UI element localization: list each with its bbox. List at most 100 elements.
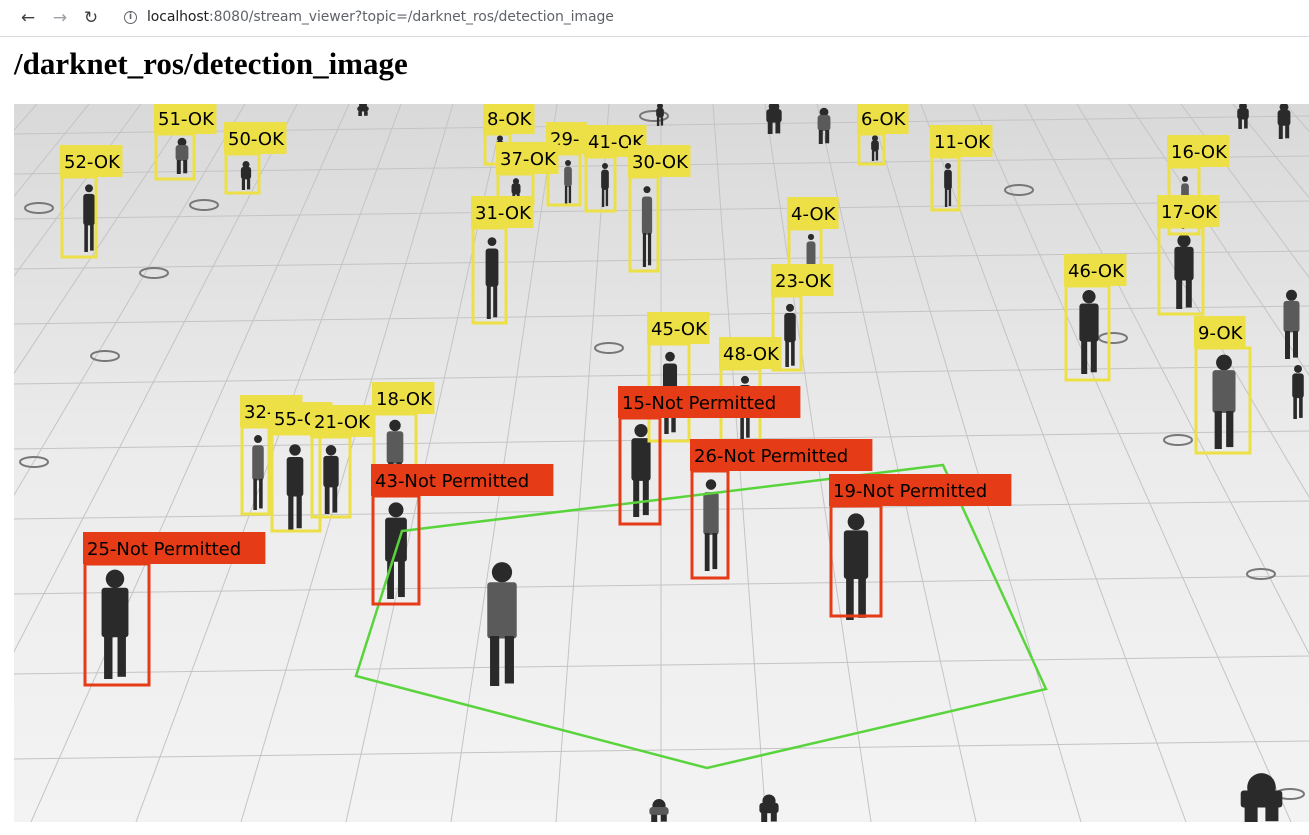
pedestrian bbox=[564, 160, 572, 204]
pedestrian bbox=[1292, 364, 1304, 419]
detection-ok: 52-OK bbox=[60, 145, 123, 259]
forward-button[interactable]: → bbox=[47, 6, 73, 30]
pedestrian bbox=[1283, 289, 1300, 359]
detection-label: 9-OK bbox=[1198, 323, 1244, 344]
detection-label: 30-OK bbox=[632, 152, 689, 173]
label-background bbox=[224, 122, 287, 154]
pedestrian bbox=[1079, 290, 1099, 374]
detection-label: 50-OK bbox=[228, 129, 285, 150]
detection-label: 15-Not Permitted bbox=[622, 393, 776, 414]
pedestrian bbox=[784, 303, 796, 367]
label-background bbox=[787, 197, 839, 229]
pedestrian bbox=[871, 135, 879, 161]
url-path: :8080/stream_viewer?topic=/darknet_ros/d… bbox=[208, 9, 614, 25]
pedestrian bbox=[631, 423, 651, 517]
pedestrian bbox=[101, 569, 129, 679]
arrow-left-icon: ← bbox=[20, 8, 36, 28]
detection-label: 51-OK bbox=[158, 109, 215, 130]
detection-label: 21-OK bbox=[314, 412, 371, 433]
site-info-icon[interactable]: i bbox=[124, 11, 137, 24]
detection-ok: 6-OK bbox=[857, 104, 909, 166]
detection-ok: 31-OK bbox=[471, 196, 534, 325]
back-button[interactable]: ← bbox=[15, 6, 41, 30]
label-background bbox=[1167, 135, 1230, 167]
pedestrian bbox=[485, 237, 499, 319]
label-background bbox=[1194, 316, 1246, 348]
pedestrian bbox=[252, 435, 264, 510]
detection-ok: 30-OK bbox=[628, 145, 691, 273]
detection-label: 37-OK bbox=[500, 149, 557, 170]
detection-label: 4-OK bbox=[791, 204, 837, 225]
pedestrian bbox=[944, 163, 952, 207]
label-background bbox=[471, 196, 534, 228]
pedestrian bbox=[766, 104, 782, 134]
pedestrian bbox=[487, 562, 517, 686]
label-background bbox=[618, 386, 801, 418]
detection-label: 18-OK bbox=[376, 389, 433, 410]
label-background bbox=[372, 382, 435, 414]
arrow-right-icon: → bbox=[52, 8, 68, 28]
detection-label: 17-OK bbox=[1161, 202, 1218, 223]
detection-label: 25-Not Permitted bbox=[87, 539, 241, 560]
reload-button[interactable]: ↻ bbox=[78, 6, 104, 30]
label-background bbox=[829, 474, 1012, 506]
pedestrian bbox=[649, 799, 669, 822]
label-background bbox=[690, 439, 873, 471]
pedestrian bbox=[83, 184, 95, 252]
pedestrian bbox=[1240, 773, 1283, 822]
label-background bbox=[930, 125, 993, 157]
pedestrian bbox=[843, 513, 869, 620]
detection-violation: 15-Not Permitted bbox=[618, 386, 801, 526]
detection-label: 43-Not Permitted bbox=[375, 471, 529, 492]
pedestrian bbox=[357, 104, 369, 116]
pedestrian bbox=[240, 161, 252, 190]
detection-ok: 51-OK bbox=[154, 104, 217, 181]
pedestrian bbox=[656, 104, 664, 126]
label-background bbox=[1157, 195, 1220, 227]
detection-ok: 9-OK bbox=[1194, 316, 1252, 455]
detection-ok: 41-OK bbox=[584, 125, 647, 213]
label-background bbox=[857, 104, 909, 134]
detection-ok: 50-OK bbox=[224, 122, 287, 195]
detection-violation: 25-Not Permitted bbox=[83, 532, 266, 687]
detection-label: 8-OK bbox=[487, 109, 533, 130]
page-title: /darknet_ros/detection_image bbox=[14, 46, 408, 81]
detection-ok: 8-OK bbox=[483, 104, 535, 166]
address-bar[interactable]: localhost:8080/stream_viewer?topic=/dark… bbox=[147, 9, 614, 25]
label-background bbox=[371, 464, 554, 496]
pedestrian bbox=[1212, 354, 1236, 449]
detection-image: 52-OK 51-OK 50-OK 8-OK 29- 41-OK 37-OK 30-OK 6-O… bbox=[14, 104, 1309, 822]
pedestrian bbox=[703, 479, 719, 571]
detection-label: 23-OK bbox=[775, 271, 832, 292]
browser-toolbar: ← → ↻ i localhost:8080/stream_viewer?top… bbox=[0, 0, 1309, 37]
reload-icon: ↻ bbox=[83, 8, 99, 28]
detection-ok: 23-OK bbox=[771, 264, 834, 372]
pedestrian bbox=[1174, 234, 1194, 309]
detection-violation: 19-Not Permitted bbox=[829, 474, 1012, 618]
pedestrian bbox=[385, 502, 407, 599]
detection-ok: 46-OK bbox=[1064, 254, 1127, 382]
detection-label: 26-Not Permitted bbox=[694, 446, 848, 467]
pedestrian bbox=[601, 163, 609, 207]
detection-label: 6-OK bbox=[861, 109, 907, 130]
detection-label: 16-OK bbox=[1171, 142, 1228, 163]
detection-label: 19-Not Permitted bbox=[833, 481, 987, 502]
detection-ok: 17-OK bbox=[1157, 195, 1220, 316]
label-background bbox=[719, 337, 782, 369]
label-background bbox=[771, 264, 834, 296]
label-background bbox=[154, 104, 217, 134]
detection-label: 11-OK bbox=[934, 132, 991, 153]
detection-label: 48-OK bbox=[723, 344, 780, 365]
url-host: localhost bbox=[147, 9, 209, 25]
detection-label: 46-OK bbox=[1068, 261, 1125, 282]
label-background bbox=[483, 104, 535, 134]
label-background bbox=[647, 312, 710, 344]
pedestrian bbox=[1277, 104, 1291, 139]
detection-label: 52-OK bbox=[64, 152, 121, 173]
pedestrian bbox=[817, 107, 831, 144]
detection-ok: 21-OK bbox=[310, 405, 373, 519]
detection-ok: 18-OK bbox=[372, 382, 435, 497]
detection-violation: 43-Not Permitted bbox=[371, 464, 554, 606]
label-background bbox=[83, 532, 266, 564]
